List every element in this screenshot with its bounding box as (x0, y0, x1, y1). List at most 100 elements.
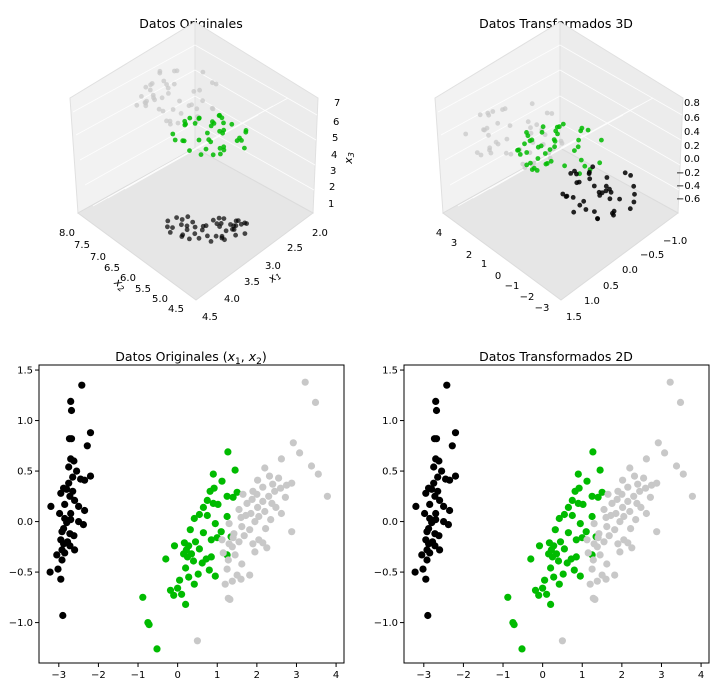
data-point (428, 519, 436, 527)
data-point-3d (527, 138, 533, 144)
data-point-3d (590, 164, 596, 170)
data-point-3d (229, 121, 235, 127)
data-point (661, 449, 669, 457)
data-point-3d (607, 196, 613, 202)
data-point (688, 492, 697, 500)
data-point (653, 528, 661, 536)
data-point (46, 568, 54, 576)
x-tick-label: 3 (293, 670, 299, 681)
data-point (571, 487, 579, 495)
data-point-3d (478, 152, 484, 158)
data-point-3d (179, 217, 185, 222)
data-point-3d (508, 151, 514, 157)
data-point-3d (485, 110, 491, 116)
data-point (627, 525, 635, 533)
data-point-3d (171, 81, 177, 87)
data-point (448, 442, 456, 450)
data-point-3d (170, 107, 176, 112)
data-point (283, 481, 291, 489)
x1-tick: 3.0 (265, 261, 281, 272)
data-point (198, 559, 206, 567)
data-point (199, 529, 207, 537)
data-point (61, 549, 69, 557)
data-point (620, 512, 628, 521)
data-point (444, 521, 452, 529)
data-point (61, 500, 69, 508)
data-point-3d (233, 232, 239, 238)
data-point-3d (568, 171, 574, 176)
scatter-2d-original: −3 −2 −1 0 1 2 3 4 −1.0 −0.5 0.0 0.5 1.0 1.5 (9, 366, 340, 681)
data-point-3d (524, 130, 529, 135)
data-point-3d (477, 112, 483, 118)
data-point (195, 510, 203, 519)
data-point-3d (194, 106, 200, 112)
data-point-3d (164, 82, 170, 87)
data-point-3d (531, 160, 537, 166)
data-point (205, 566, 213, 574)
data-point (275, 474, 283, 482)
a-tick: −1 (505, 281, 520, 292)
data-point-3d (203, 223, 209, 229)
x-tick-label: −2 (91, 670, 106, 681)
data-point (432, 397, 440, 405)
data-point (630, 472, 639, 480)
data-point (203, 511, 211, 520)
data-point (189, 557, 198, 565)
data-point (57, 489, 65, 497)
data-point (228, 577, 236, 585)
data-point-3d (205, 233, 210, 239)
data-point (624, 483, 632, 491)
data-point (451, 472, 460, 480)
data-point (191, 538, 200, 546)
data-point (301, 378, 309, 386)
data-point (603, 560, 611, 568)
panel-3d-original: Datos Originales 8.0 7.5 7.0 6.5 6.0 5.5… (59, 16, 356, 323)
data-point (47, 502, 55, 510)
data-point-3d (210, 152, 216, 158)
data-point (239, 490, 247, 498)
data-point (259, 539, 267, 547)
data-point-3d (560, 191, 566, 197)
data-point (596, 551, 604, 559)
data-point-3d (199, 227, 205, 233)
data-point (323, 492, 331, 500)
data-point-3d (539, 129, 545, 135)
data-point (418, 551, 426, 559)
x-tick-label: 2 (254, 670, 260, 681)
data-point (640, 474, 648, 482)
data-point (431, 542, 439, 550)
data-point-3d (164, 118, 169, 124)
data-point-3d (208, 123, 214, 129)
data-point (176, 576, 184, 584)
x2-tick: 7.5 (74, 240, 90, 251)
data-point-3d (206, 137, 212, 143)
data-point-3d (242, 145, 247, 151)
data-point-3d (603, 183, 609, 189)
data-point-3d (172, 137, 178, 143)
data-point (548, 553, 557, 561)
data-point (572, 536, 580, 544)
data-point (209, 470, 217, 478)
data-point (190, 514, 198, 523)
data-point-3d (205, 130, 210, 136)
data-point (430, 463, 438, 471)
data-point (70, 532, 78, 540)
data-point (425, 540, 433, 548)
data-point-3d (503, 150, 509, 156)
data-point-3d (585, 127, 591, 133)
grid-lines-3d-original (72, 44, 318, 207)
data-point-3d (243, 129, 249, 135)
data-point (70, 457, 78, 465)
data-point-3d (192, 231, 198, 237)
data-point (53, 551, 61, 559)
data-point (289, 439, 297, 447)
data-point (518, 645, 526, 653)
x3-tick: 2 (329, 182, 335, 193)
b-tick: 0.0 (622, 265, 638, 276)
data-point (619, 476, 627, 484)
data-point (648, 481, 656, 489)
data-point-3d (622, 170, 628, 176)
data-point (221, 580, 229, 588)
data-point-3d (481, 127, 486, 133)
data-point-3d (213, 233, 219, 239)
